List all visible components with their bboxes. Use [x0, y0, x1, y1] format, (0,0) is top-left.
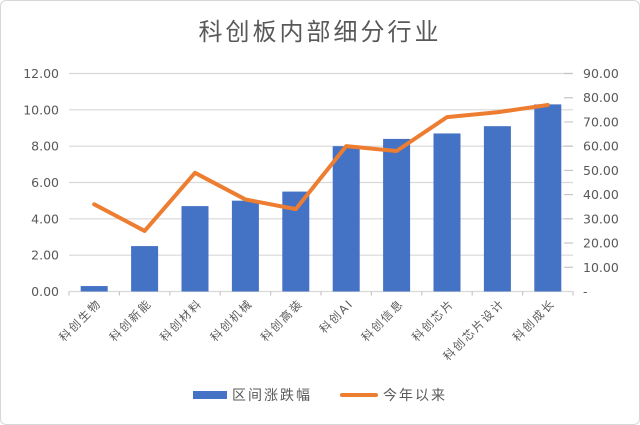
left-axis-tick-label: 0.00: [31, 284, 59, 299]
bar: [181, 206, 209, 292]
line-series-swatch-icon: [340, 393, 378, 397]
x-axis-label: 科创新能: [107, 296, 155, 344]
bar-series-swatch-icon: [193, 391, 227, 399]
bar-series-label: 区间涨跌幅: [232, 388, 312, 404]
right-axis-tick-label: 10.00: [583, 260, 619, 275]
right-axis-tick-label: 20.00: [583, 236, 619, 251]
line-series-label: 今年以来: [383, 388, 447, 404]
x-axis-label: 科创信息: [359, 296, 407, 344]
bar: [383, 138, 411, 292]
left-axis-tick-label: 8.00: [31, 139, 59, 154]
left-axis-tick-label: 4.00: [31, 211, 59, 226]
left-axis-tick-label: 12.00: [23, 66, 59, 81]
chart-title: 科创板内部细分行业: [198, 18, 442, 46]
right-axis-tick-label: 70.00: [583, 114, 619, 129]
right-axis-tick-label: -: [583, 284, 588, 299]
right-axis-tick-label: 60.00: [583, 139, 619, 154]
bar: [80, 286, 108, 292]
legend-item-bar-series: 区间涨跌幅: [193, 385, 312, 405]
x-axis-label: 科创成长: [510, 296, 558, 344]
legend: 区间涨跌幅 今年以来: [1, 385, 639, 405]
bar: [231, 200, 259, 292]
bar: [433, 133, 461, 292]
x-axis-label: 科创高装: [258, 296, 306, 344]
x-axis-label: 科创材料: [157, 296, 205, 344]
x-axis-label: 科创机械: [207, 296, 255, 344]
right-axis-tick-label: 30.00: [583, 211, 619, 226]
bar: [534, 104, 562, 292]
bar: [332, 146, 360, 292]
trend-line: [92, 102, 550, 233]
bar: [483, 126, 511, 292]
left-axis-tick-label: 10.00: [23, 102, 59, 117]
x-axis-label: 科创芯片: [409, 296, 457, 344]
x-axis-label: 科创AI: [317, 296, 357, 336]
x-axis-label: 科创生物: [56, 296, 104, 344]
right-axis-tick-label: 80.00: [583, 90, 619, 105]
bar: [131, 246, 159, 292]
left-axis-tick-label: 6.00: [31, 175, 59, 190]
right-axis-tick-label: 40.00: [583, 187, 619, 202]
right-axis-tick-label: 90.00: [583, 66, 619, 81]
legend-item-line-series: 今年以来: [340, 385, 447, 405]
left-axis-tick-label: 2.00: [31, 248, 59, 263]
right-axis-tick-label: 50.00: [583, 163, 619, 178]
